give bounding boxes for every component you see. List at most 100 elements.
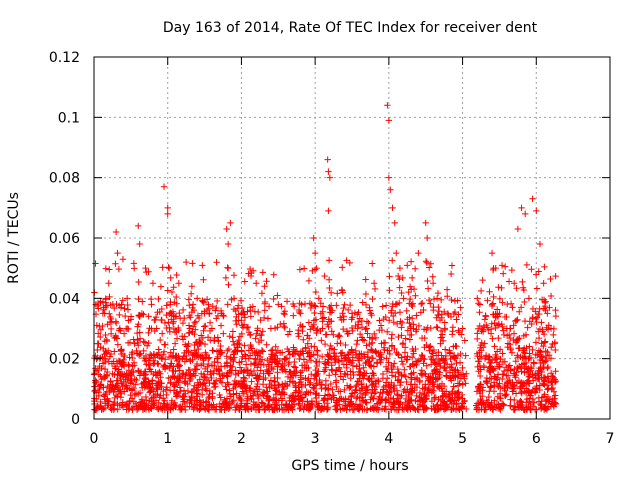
data-point	[234, 343, 242, 351]
data-point	[510, 403, 518, 410]
data-point	[304, 340, 311, 347]
data-point	[258, 290, 266, 297]
data-point	[202, 365, 209, 373]
data-point	[365, 375, 372, 382]
data-point	[428, 387, 436, 394]
data-point	[321, 272, 328, 280]
data-point	[335, 388, 342, 395]
data-point	[474, 325, 482, 332]
data-point	[254, 391, 262, 398]
data-point	[274, 374, 281, 382]
data-point	[325, 359, 332, 367]
data-point	[484, 297, 491, 304]
data-point	[391, 219, 398, 227]
data-point	[240, 367, 248, 374]
data-point	[474, 295, 481, 302]
data-point	[349, 354, 356, 361]
data-point	[342, 341, 349, 349]
data-point	[122, 376, 129, 383]
data-point	[305, 319, 313, 326]
data-point	[156, 353, 164, 361]
data-point	[428, 356, 436, 363]
data-point	[230, 349, 237, 357]
data-point	[168, 288, 176, 296]
data-point	[280, 320, 288, 327]
data-point	[385, 117, 393, 124]
data-point	[480, 364, 488, 371]
data-point	[131, 375, 138, 383]
data-point	[270, 394, 278, 402]
data-point	[503, 372, 510, 379]
data-point	[222, 404, 230, 411]
data-point	[295, 306, 303, 314]
data-point	[535, 394, 543, 402]
data-point	[368, 339, 376, 347]
data-point	[148, 325, 155, 332]
y-axis-label: ROTI / TECUs	[6, 192, 22, 284]
data-point	[131, 265, 138, 272]
data-point	[203, 296, 211, 303]
data-point	[356, 404, 363, 412]
data-point	[91, 370, 98, 377]
data-point	[425, 376, 433, 384]
data-point	[187, 314, 194, 321]
data-point	[174, 392, 182, 399]
data-point	[229, 338, 237, 345]
data-point	[318, 337, 325, 344]
data-point	[429, 350, 436, 357]
data-point	[369, 369, 376, 377]
data-point	[311, 385, 318, 393]
data-point	[332, 379, 339, 386]
data-point	[201, 308, 208, 315]
y-tick-label: 0	[71, 412, 80, 428]
data-point	[129, 354, 136, 362]
data-point	[199, 262, 206, 269]
data-point	[336, 401, 343, 408]
data-point	[398, 332, 405, 339]
data-point	[236, 406, 243, 413]
data-point	[402, 373, 409, 380]
data-point	[128, 387, 136, 394]
data-point	[373, 406, 380, 413]
data-point	[176, 367, 183, 374]
data-point	[399, 406, 406, 413]
data-point	[108, 385, 116, 393]
data-point	[92, 260, 99, 267]
data-point	[539, 380, 547, 387]
data-point	[292, 389, 299, 396]
data-point	[433, 295, 441, 302]
data-point	[321, 403, 328, 410]
data-point	[492, 404, 500, 411]
data-point	[391, 387, 398, 395]
data-point	[513, 369, 520, 376]
data-point	[423, 341, 430, 349]
data-point	[226, 333, 233, 340]
data-point	[352, 386, 359, 394]
data-point	[525, 380, 532, 387]
data-point	[513, 337, 521, 345]
data-point	[276, 357, 284, 365]
data-point	[385, 383, 392, 390]
data-point	[528, 266, 535, 273]
data-point	[433, 361, 440, 368]
data-point	[245, 270, 252, 277]
data-point	[332, 371, 339, 378]
data-point	[390, 319, 397, 326]
data-point	[102, 265, 110, 272]
data-point	[410, 285, 418, 293]
data-point	[489, 266, 497, 274]
data-point	[392, 309, 399, 317]
data-point	[181, 349, 188, 357]
data-point	[378, 397, 385, 404]
data-point	[492, 355, 500, 362]
data-point	[92, 377, 99, 384]
data-point	[252, 359, 260, 367]
data-point	[283, 298, 291, 305]
data-point	[171, 340, 179, 347]
data-point	[290, 312, 297, 319]
data-point	[114, 393, 121, 400]
data-point	[545, 385, 552, 392]
data-point	[150, 351, 158, 358]
data-point	[135, 342, 142, 349]
data-point	[527, 392, 534, 399]
